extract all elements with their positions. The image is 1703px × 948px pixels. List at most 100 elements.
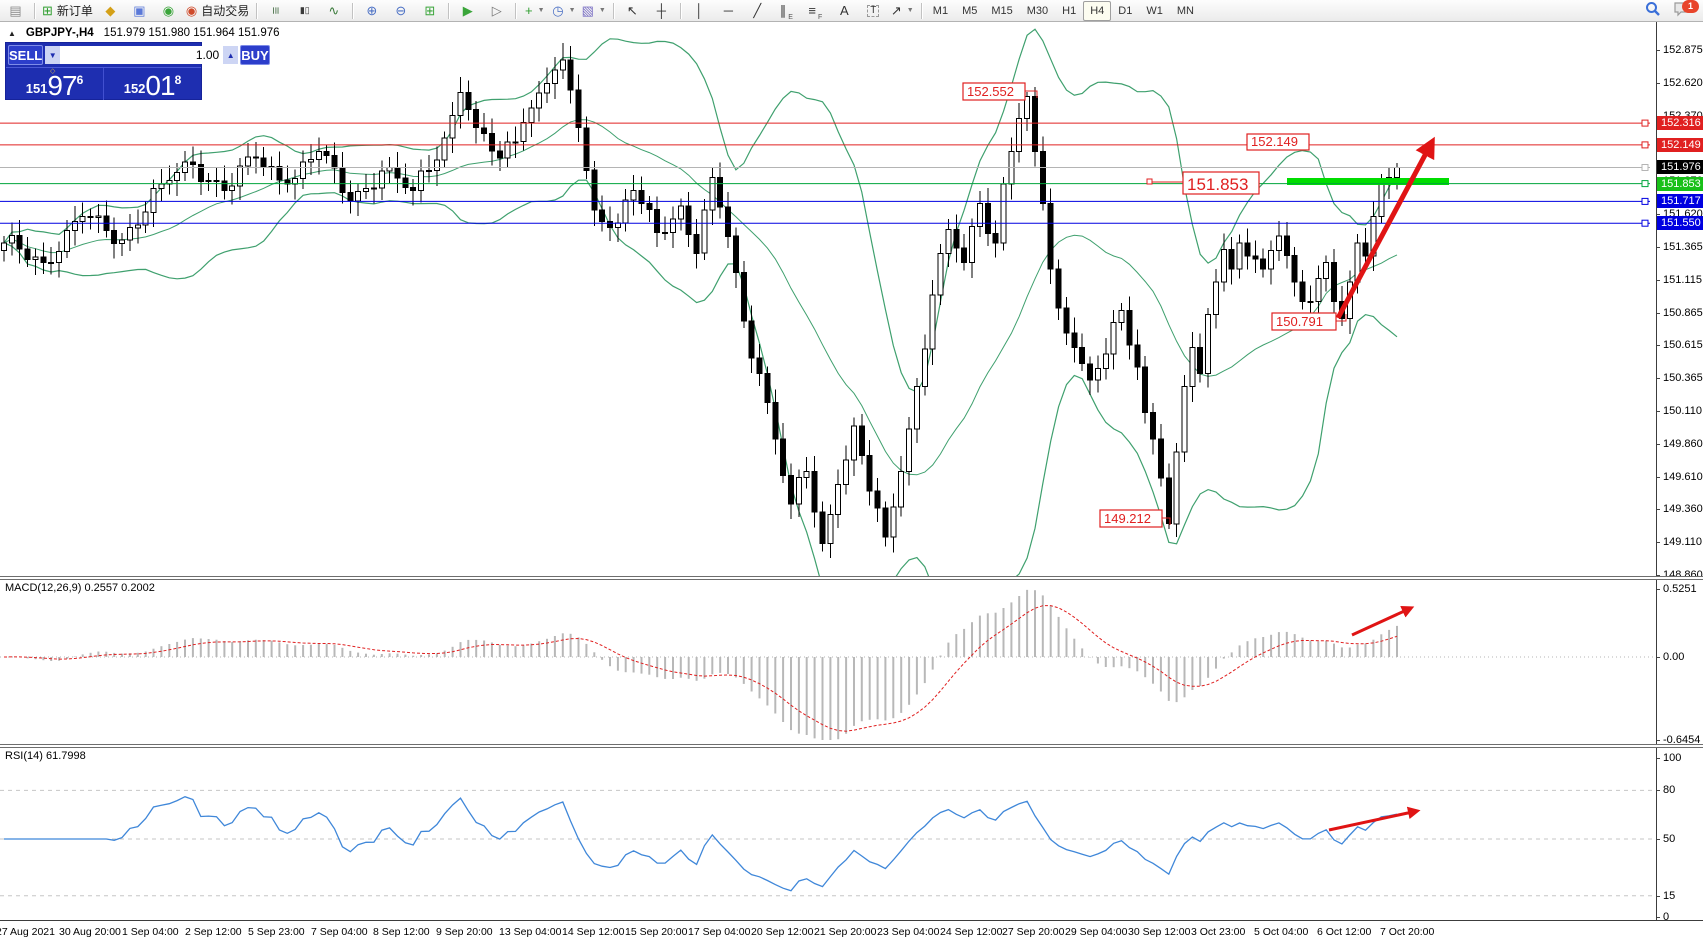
annotation-box[interactable] <box>1246 133 1310 151</box>
channel-icon[interactable]: ∥ E <box>779 3 793 21</box>
rsi-tick-dash <box>1656 839 1660 840</box>
chart-shift-icon[interactable]: ▷ <box>482 1 511 21</box>
horizontal-line-icon[interactable]: ─ <box>714 1 743 21</box>
text-label-icon[interactable]: T <box>859 1 888 21</box>
signals-icon[interactable]: ◉ <box>154 1 183 21</box>
timeframe-h4-button[interactable]: H4 <box>1083 0 1112 21</box>
toolbar-separator <box>679 2 681 19</box>
annotation-box[interactable] <box>1182 171 1260 195</box>
macd-scale-tick: 0.5251 <box>1663 583 1697 595</box>
chart-window-icon[interactable]: ▤ <box>1 1 30 21</box>
rsi-scale-tick: 15 <box>1663 890 1676 902</box>
zoom-in-icon[interactable]: ⊕ <box>357 1 386 21</box>
thick-green-level-segment[interactable] <box>1287 178 1449 185</box>
line-handle[interactable] <box>1641 141 1649 149</box>
time-axis[interactable]: 27 Aug 2021 30 Aug 20:00 1 Sep 04:00 2 Sep … <box>0 920 1703 948</box>
timeframe-d1-button[interactable]: D1 <box>1118 4 1133 17</box>
crosshair-icon[interactable]: ┼ <box>647 1 676 21</box>
indicators-icon[interactable]: + ▼ <box>525 3 545 18</box>
volume-input[interactable] <box>60 46 224 64</box>
line-handle[interactable] <box>1641 180 1649 188</box>
price-marker-bid-price[interactable]: 151.976 <box>1657 160 1703 174</box>
timeframe-m15-button[interactable]: M15 <box>991 4 1013 17</box>
price-scale-tick: 150.110 <box>1663 405 1702 417</box>
candle-body <box>670 218 676 233</box>
templates-icon[interactable]: ▧ ▼ <box>581 3 606 18</box>
candle-body <box>142 211 149 226</box>
buy-button[interactable]: BUY <box>240 45 270 65</box>
candle-body <box>725 206 731 237</box>
rsi-trend-arrow[interactable] <box>1328 806 1421 832</box>
tile-windows-icon[interactable]: ⊞ <box>415 1 444 21</box>
candles-chart-icon[interactable]: ▮▯ <box>290 1 319 21</box>
annotation-text[interactable]: 149.212 <box>1104 511 1151 526</box>
annotation-text[interactable]: 152.552 <box>967 84 1014 99</box>
candle-body <box>567 59 574 91</box>
notifications-icon[interactable]: 1 <box>1673 0 1699 21</box>
fibonacci-icon[interactable]: ≡ F <box>808 3 823 21</box>
auto-scroll-icon[interactable]: ▶ <box>453 1 482 21</box>
line-handle[interactable] <box>1641 197 1649 205</box>
buy-price[interactable]: 152 01 8 <box>104 68 201 100</box>
candle-body <box>1244 242 1251 257</box>
volume-decrease-button[interactable]: ▼ <box>45 46 61 64</box>
candle-body <box>953 229 960 249</box>
sell-button[interactable]: SELL <box>8 45 44 65</box>
line-handle[interactable] <box>1641 164 1649 171</box>
vertical-line-icon[interactable]: │ <box>685 1 714 21</box>
macd-trend-arrow[interactable] <box>1351 606 1415 637</box>
panel-splitter[interactable] <box>0 576 1703 580</box>
cursor-icon[interactable]: ↖ <box>618 1 647 21</box>
auto-scroll-icon: ▶ <box>462 3 473 18</box>
rsi-panel-canvas[interactable] <box>0 748 1703 919</box>
chart-title-line: ▲ GBPJPY-,H4 151.979 151.980 151.964 151… <box>8 27 280 39</box>
timeframe-mn-button[interactable]: MN <box>1176 4 1194 17</box>
line-handle[interactable] <box>1641 119 1649 127</box>
price-marker-support-151717[interactable]: 151.717 <box>1657 194 1703 208</box>
terminal-icon[interactable]: ▣ <box>125 1 154 21</box>
macd-panel-canvas[interactable] <box>0 580 1703 743</box>
line-handle[interactable] <box>1641 219 1649 227</box>
zoom-out-icon[interactable]: ⊖ <box>386 1 415 21</box>
channel-icon: ∥ <box>779 3 787 18</box>
annotation-text[interactable]: 150.791 <box>1276 314 1323 329</box>
price-marker-resistance-152149[interactable]: 152.149 <box>1657 138 1703 152</box>
arrows-tool-icon[interactable]: ↗ ▼ <box>890 3 914 18</box>
time-axis-label: 5 Oct 04:00 <box>1254 926 1309 938</box>
bullish-trend-arrow[interactable] <box>1335 136 1435 320</box>
volume-increase-button[interactable]: ▲ <box>223 46 239 64</box>
bars-chart-icon[interactable]: ≡ <box>261 1 290 21</box>
price-chart-canvas[interactable]: 152.552 152.149 151.853 150.791 149.212 <box>0 22 1703 576</box>
timeframe-m5-button[interactable]: M5 <box>962 4 978 17</box>
panel-splitter[interactable] <box>0 744 1703 748</box>
price-marker-resistance-152316[interactable]: 152.316 <box>1657 116 1703 130</box>
line-chart-icon[interactable]: ∿ <box>319 1 348 21</box>
candle-body <box>835 484 842 516</box>
auto-trading-button[interactable]: ◉ 自动交易 <box>183 1 252 21</box>
candle-body <box>1 242 7 252</box>
price-marker-support-151550[interactable]: 151.550 <box>1657 216 1703 230</box>
price-scale-tick: 149.610 <box>1663 471 1703 483</box>
timeframe-m30-button[interactable]: M30 <box>1026 4 1049 17</box>
new-order-button[interactable]: ⊞ 新订单 <box>39 1 96 21</box>
annotation-text[interactable]: 151.853 <box>1187 175 1248 194</box>
candle-body <box>315 150 322 161</box>
order-cube-icon[interactable]: ◆ <box>96 1 125 21</box>
candle-body <box>79 216 86 222</box>
auto-trading-button: ◉ <box>185 3 198 18</box>
text-icon[interactable]: A <box>830 1 859 21</box>
sell-price[interactable]: 151 97 6 <box>6 68 104 100</box>
collapse-icon[interactable]: ▲ <box>8 28 16 38</box>
timeframe-w1-button[interactable]: W1 <box>1146 4 1163 17</box>
price-marker-level-151853[interactable]: 151.853 <box>1657 177 1703 191</box>
timeframe-m1-button[interactable]: M1 <box>932 4 949 17</box>
candle-body <box>40 256 47 263</box>
periods-icon[interactable]: ◷ ▼ <box>552 3 576 18</box>
annotation-text[interactable]: 152.149 <box>1251 134 1298 149</box>
candle-body <box>24 248 31 261</box>
search-icon[interactable] <box>1645 1 1661 22</box>
chart-window-icon: ▤ <box>9 3 22 18</box>
timeframe-h1-button[interactable]: H1 <box>1062 4 1077 17</box>
trendline-icon[interactable]: ╱ <box>743 1 772 21</box>
price-axis-line[interactable] <box>1656 22 1657 920</box>
